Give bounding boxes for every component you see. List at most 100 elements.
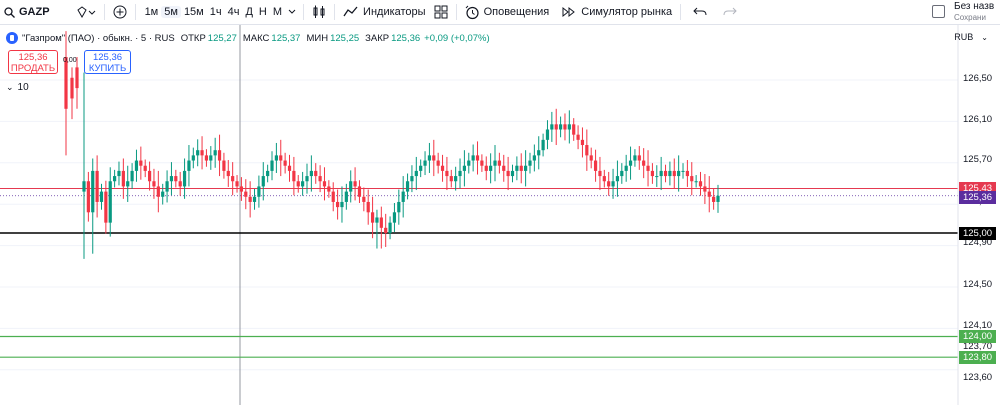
candle-body [642,160,646,166]
symbol-search[interactable]: GAZP [0,0,54,24]
candle-body [314,170,318,177]
buy-button[interactable]: 125,36 КУПИТЬ [84,50,131,74]
templates-button[interactable] [430,0,452,24]
candle-body [497,160,501,166]
price-tick: 125,70 [963,154,993,165]
redo-button[interactable] [719,0,741,24]
candle-body [703,186,707,192]
timeframe-4h[interactable]: 4ч [227,6,240,18]
candle-body [113,176,117,182]
timeframe-15m[interactable]: 15м [183,6,204,18]
timeframe-1m[interactable]: 1м [144,6,159,18]
candle-body [91,170,95,213]
candle-body [366,201,370,213]
candle-body [589,155,593,161]
candle-body [392,212,397,223]
candles [64,31,720,259]
chart-type-button[interactable] [308,0,330,24]
candle-body [70,77,74,99]
symbol-type-dropdown[interactable] [72,0,100,24]
volume-value: 10 [17,82,29,93]
candle-body [191,155,195,161]
price-label-green-2: 123,80 [959,350,996,364]
candle-body [301,181,305,187]
candle-body [64,57,68,109]
candle-body [458,170,462,177]
candle-body [712,196,716,202]
compare-button[interactable] [109,0,131,24]
layout-save-status: Сохрани [954,13,986,22]
candle-body [563,124,567,130]
symbol-title[interactable]: "Газпром" (ПАО) · обыкн. · 5 · RUS [22,32,175,44]
timeframe-5m[interactable]: 5м [161,6,181,18]
replay-icon [562,6,576,18]
candle-body [580,139,585,146]
candle-body [322,181,327,187]
currency-selector[interactable]: RUB ⌄ [954,32,988,42]
candle-body [506,170,510,177]
close-label: ЗАКР [365,32,390,44]
candle-body [357,186,362,197]
timeframe-week[interactable]: Н [258,6,267,18]
candle-body [384,227,388,233]
candle-body [252,196,257,202]
candle-body [292,170,296,182]
currency-label: RUB [954,32,974,42]
chart-grid [0,79,958,371]
layout-checkbox[interactable] [932,5,945,18]
candle-body [554,124,558,130]
candle-body [685,170,689,177]
candle-body [174,176,178,182]
price-tick: 126,50 [963,73,993,84]
candle-body [349,181,353,192]
candle-body [585,145,589,156]
price-tick: 124,90 [963,237,993,248]
timeframe-month[interactable]: М [272,6,283,18]
candle-body [209,155,213,161]
candle-body [427,155,432,161]
candle-body [475,155,480,161]
spread-value: 0,00 [63,57,77,64]
candle-body [213,150,217,156]
candle-body [502,165,506,171]
chart-legend: "Газпром" (ПАО) · обыкн. · 5 · RUS ОТКР … [6,32,490,44]
candle-body [121,170,125,187]
indicators-button[interactable]: Индикаторы [339,0,430,24]
candle-body [353,181,357,187]
toolbar-separator [103,4,105,20]
candle-body [707,191,711,197]
replay-button[interactable]: Симулятор рынка [557,0,676,24]
alerts-button[interactable]: Оповещения [461,0,554,24]
candle-body [370,212,375,223]
candle-body [598,170,602,177]
undo-button[interactable] [689,0,711,24]
timeframe-day[interactable]: Д [245,6,253,18]
candle-body [694,181,698,183]
candle-body [257,186,261,197]
candle-body [226,170,230,177]
candle-body [668,170,672,177]
candle-body [143,165,147,171]
candle-body [231,176,235,182]
candle-body [397,201,401,213]
chevron-down-icon[interactable] [287,7,297,17]
change-value: +0,09 (+0,07%) [424,32,490,44]
volume-selector[interactable]: ⌄ 10 [6,82,29,93]
candle-body [628,160,633,166]
candle-body [388,222,392,233]
timeframe-1h[interactable]: 1ч [209,6,222,18]
price-tick: 124,50 [963,279,993,290]
candle-body [401,191,405,202]
grid-icon [434,5,448,19]
candle-body [576,134,580,140]
candle-body [152,181,156,187]
candle-body [620,170,624,177]
indicators-icon [343,6,358,17]
candle-body [681,170,685,172]
candle-body [108,181,112,223]
sell-button[interactable]: 125,36 ПРОДАТЬ [8,50,58,74]
save-layout[interactable]: Без назв Сохрани [930,0,1000,24]
candle-body [279,155,283,161]
indicators-label: Индикаторы [363,6,426,18]
